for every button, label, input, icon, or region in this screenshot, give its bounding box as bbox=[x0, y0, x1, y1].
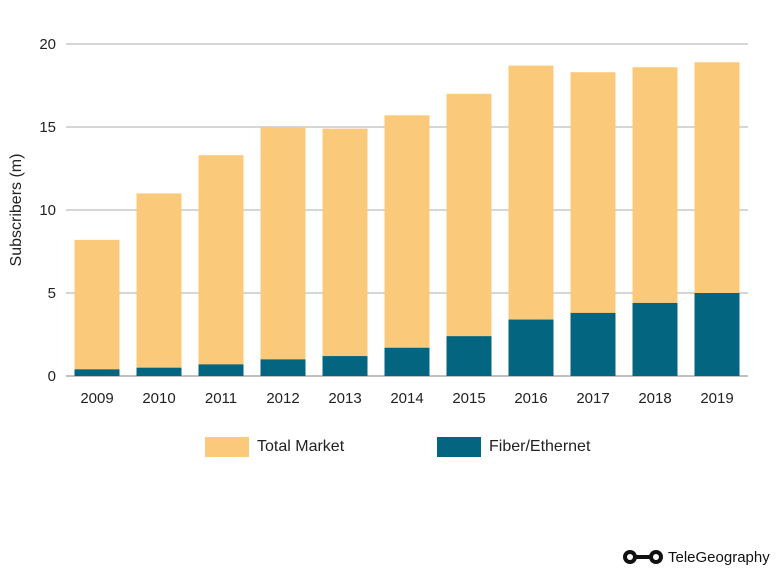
x-tick-label: 2014 bbox=[390, 390, 423, 407]
bar-fiber-ethernet-2019 bbox=[694, 293, 740, 376]
y-tick-label: 5 bbox=[48, 285, 56, 302]
x-tick-label: 2010 bbox=[142, 390, 175, 407]
bar-total-market-2009 bbox=[74, 239, 120, 376]
bar-total-market-2011 bbox=[198, 155, 244, 376]
legend-item-fiber-ethernet: Fiber/Ethernet bbox=[437, 437, 669, 457]
x-tick-label: 2019 bbox=[700, 390, 733, 407]
bar-total-market-2012 bbox=[260, 127, 306, 376]
bar-chart: 0 5 10 15 20 Subscribers (m) 2009 2010 2011 2012 2… bbox=[8, 36, 748, 407]
legend-label-total-market: Total Market bbox=[257, 438, 345, 455]
telegeography-logo-icon bbox=[623, 550, 663, 564]
bar-fiber-ethernet-2017 bbox=[570, 312, 616, 376]
bar-fiber-ethernet-2015 bbox=[446, 336, 492, 376]
legend: Total Market Fiber/Ethernet bbox=[205, 437, 669, 457]
x-tick-label: 2016 bbox=[514, 390, 547, 407]
legend-item-total-market: Total Market bbox=[205, 437, 437, 457]
bar-fiber-ethernet-2010 bbox=[136, 367, 182, 376]
x-tick-label: 2015 bbox=[452, 390, 485, 407]
bar-fiber-ethernet-2013 bbox=[322, 356, 368, 376]
bar-total-market-2015 bbox=[446, 93, 492, 377]
bar-fiber-ethernet-2016 bbox=[508, 319, 554, 376]
legend-swatch-fiber-ethernet bbox=[437, 437, 481, 457]
x-tick-label: 2009 bbox=[80, 390, 113, 407]
y-tick-label: 0 bbox=[48, 368, 56, 385]
bar-fiber-ethernet-2018 bbox=[632, 302, 678, 376]
x-tick-label: 2012 bbox=[266, 390, 299, 407]
bar-fiber-ethernet-2011 bbox=[198, 364, 244, 376]
bar-fiber-ethernet-2012 bbox=[260, 359, 306, 376]
x-tick-label: 2011 bbox=[205, 390, 237, 407]
bar-total-market-2013 bbox=[322, 128, 368, 376]
x-tick-label: 2018 bbox=[638, 390, 671, 407]
x-tick-label: 2013 bbox=[328, 390, 361, 407]
bar-fiber-ethernet-2009 bbox=[74, 369, 120, 376]
legend-label-fiber-ethernet: Fiber/Ethernet bbox=[489, 438, 591, 455]
y-tick-label: 15 bbox=[39, 119, 56, 136]
y-tick-label: 10 bbox=[39, 202, 56, 219]
bar-total-market-2010 bbox=[136, 193, 182, 376]
brand-name: TeleGeography bbox=[668, 548, 770, 566]
y-tick-label: 20 bbox=[39, 36, 56, 53]
bar-total-market-2014 bbox=[384, 115, 430, 376]
legend-swatch-total-market bbox=[205, 437, 249, 457]
x-tick-label: 2017 bbox=[576, 390, 609, 407]
y-axis-title: Subscribers (m) bbox=[8, 154, 25, 267]
brand-logo: TeleGeography bbox=[622, 548, 770, 566]
bar-fiber-ethernet-2014 bbox=[384, 347, 430, 376]
